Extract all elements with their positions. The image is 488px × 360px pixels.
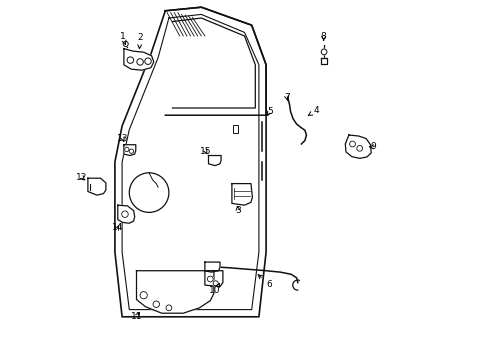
Bar (232, 125, 238, 133)
Text: 1: 1 (120, 32, 126, 44)
Text: 5: 5 (266, 107, 272, 116)
Polygon shape (115, 7, 265, 317)
Text: 10: 10 (209, 283, 220, 295)
Text: 3: 3 (235, 206, 241, 215)
Text: 12: 12 (76, 173, 87, 182)
Circle shape (207, 276, 213, 282)
Text: 7: 7 (284, 94, 289, 103)
Text: 2: 2 (137, 33, 142, 49)
Circle shape (140, 292, 147, 299)
Circle shape (349, 141, 355, 147)
Circle shape (166, 305, 171, 311)
Circle shape (124, 147, 129, 152)
Polygon shape (88, 178, 106, 195)
Circle shape (123, 41, 128, 46)
Polygon shape (123, 145, 136, 156)
Polygon shape (231, 184, 252, 205)
Polygon shape (208, 156, 221, 166)
Circle shape (356, 145, 362, 151)
Text: 14: 14 (112, 223, 123, 232)
Text: 8: 8 (320, 32, 326, 41)
Polygon shape (345, 135, 370, 158)
Circle shape (122, 211, 128, 217)
Polygon shape (118, 205, 134, 223)
Polygon shape (204, 262, 220, 272)
Circle shape (129, 149, 133, 153)
Text: 11: 11 (130, 312, 142, 321)
Text: 15: 15 (200, 147, 211, 156)
Circle shape (321, 49, 326, 55)
Text: 9: 9 (369, 143, 375, 152)
Circle shape (144, 58, 151, 64)
Text: 13: 13 (117, 134, 128, 143)
Circle shape (153, 301, 159, 307)
Text: 4: 4 (307, 106, 319, 116)
Polygon shape (123, 49, 153, 70)
Circle shape (127, 57, 133, 63)
Polygon shape (136, 271, 213, 313)
Polygon shape (320, 58, 326, 64)
Bar (232, 125, 238, 133)
Circle shape (213, 281, 218, 286)
Circle shape (129, 173, 168, 212)
Circle shape (137, 59, 143, 65)
Text: 6: 6 (258, 275, 271, 289)
Polygon shape (204, 271, 223, 287)
